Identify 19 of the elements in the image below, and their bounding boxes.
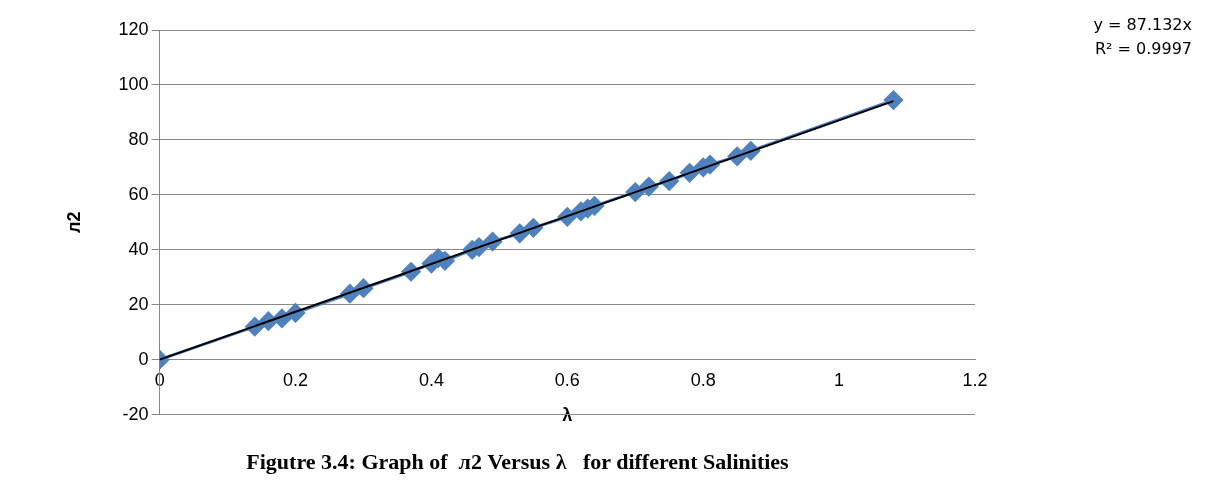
x-tick-label: 0	[154, 370, 165, 391]
text: y = 87.132x	[1093, 15, 1192, 35]
x-tick-label: 1	[834, 370, 845, 391]
y-tick-label: 20	[128, 293, 149, 314]
text: Figutre 3.4: Graph of л2 Versus λ for different Salinities	[246, 449, 790, 475]
x-tick-label: 0.6	[554, 370, 580, 391]
x-tick-label: 1.2	[962, 370, 988, 391]
y-tick-label: 80	[128, 128, 149, 149]
x-tick-label: 0.4	[418, 370, 444, 391]
x-tick-label: 0.2	[283, 370, 309, 391]
y-axis-title: л2	[63, 211, 84, 234]
x-tick-label: 0.8	[690, 370, 716, 391]
text: R² = 0.9997	[1094, 39, 1192, 59]
y-tick-label: -20	[122, 403, 149, 424]
y-tick-label: 0	[138, 348, 149, 369]
y-tick-label: 100	[118, 73, 149, 94]
y-tick-label: 120	[118, 18, 149, 39]
y-tick-label: 60	[128, 183, 149, 204]
y-tick-label: 40	[128, 238, 149, 259]
